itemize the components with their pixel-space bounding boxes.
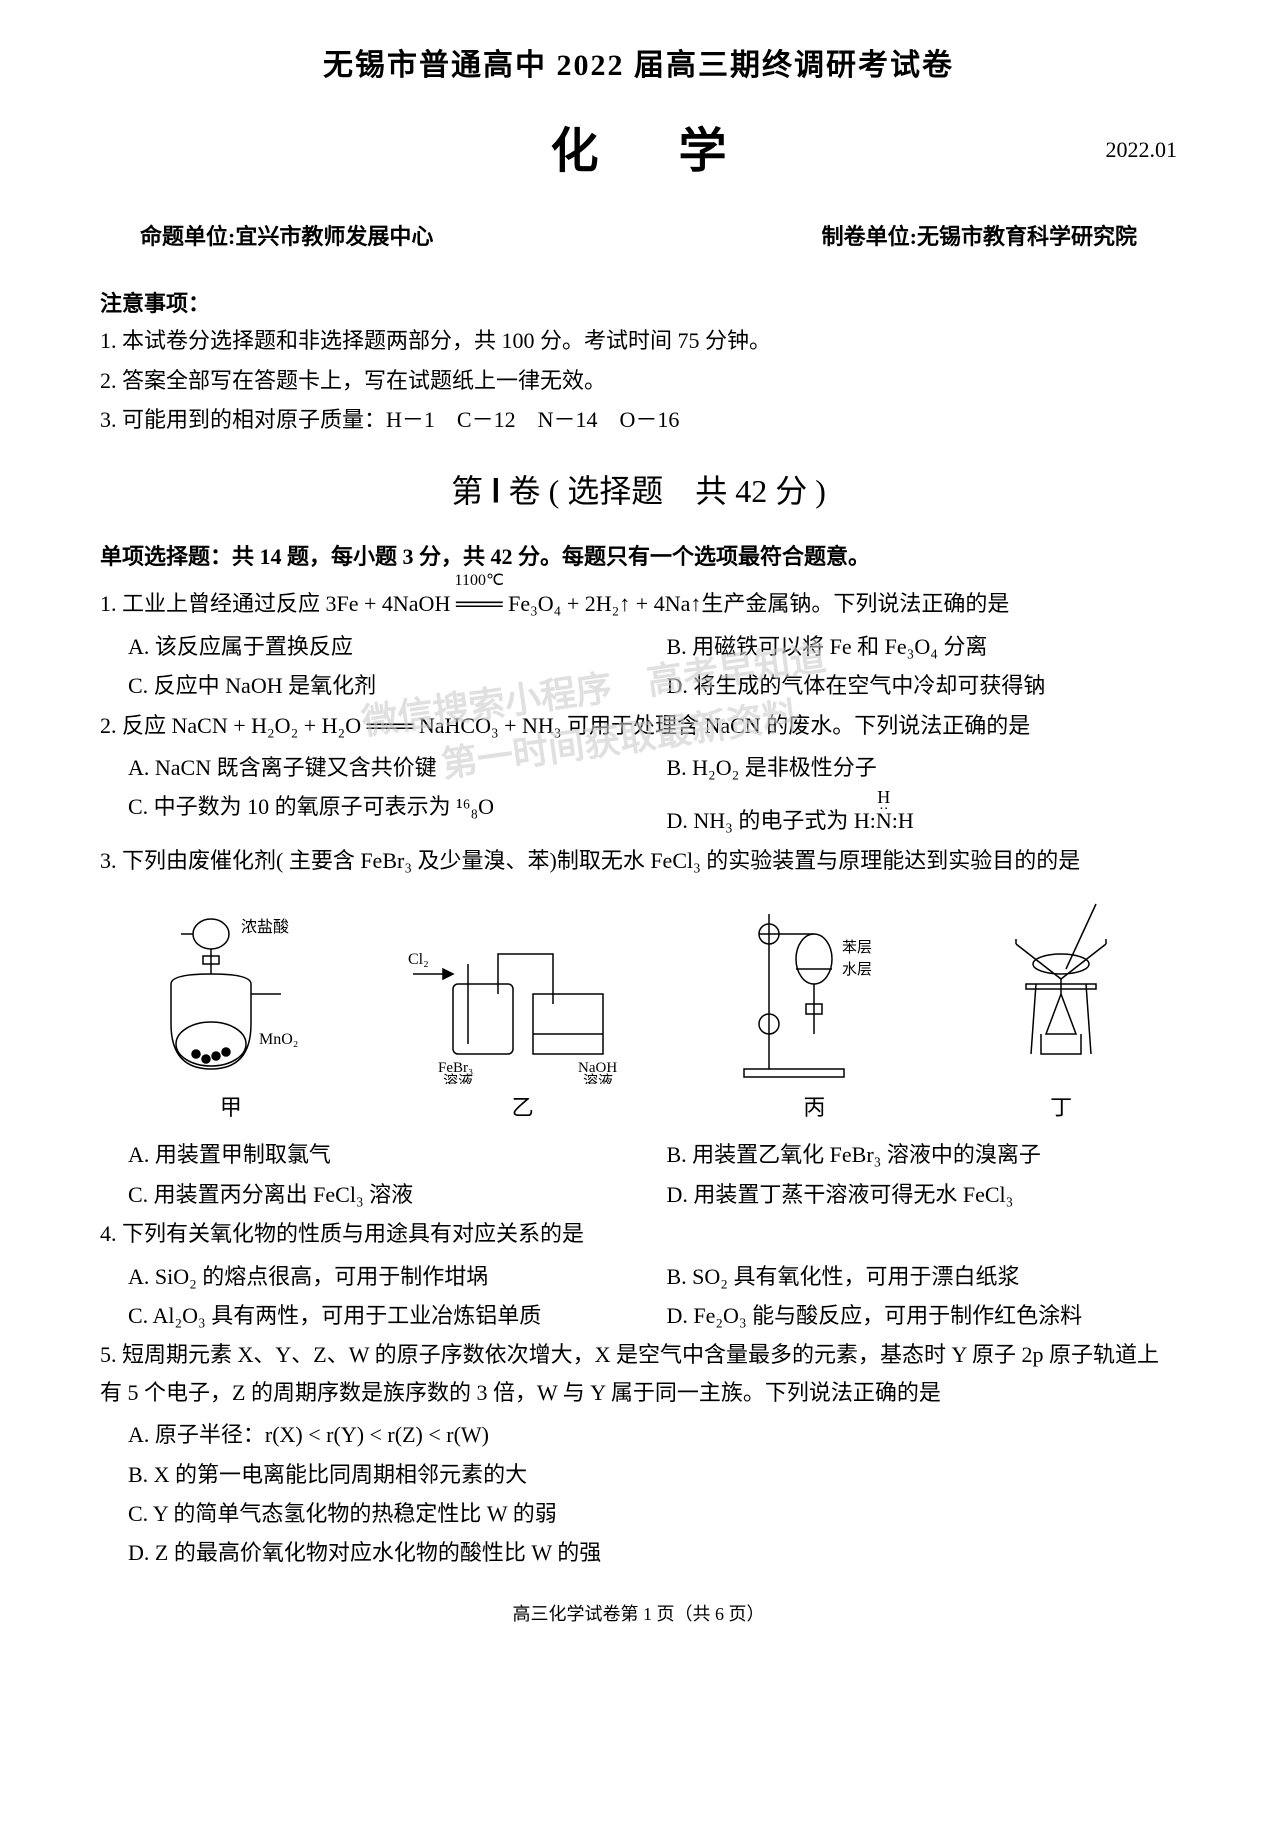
label-hcl: 浓盐酸 <box>241 918 289 936</box>
q4-optB: B. SO₂ 具有氧化性，可用于漂白纸浆 <box>639 1258 1178 1295</box>
label-bing: 丙 <box>724 1089 904 1126</box>
notice-item-2: 2. 答案全部写在答题卡上，写在试题纸上一律无效。 <box>100 362 1177 399</box>
q2-optC: C. 中子数为 10 的氧原子可表示为 ¹⁶₈O <box>100 788 639 839</box>
notice-title: 注意事项： <box>100 285 1177 322</box>
q1-stem-b: Fe₃O₄ + 2H₂↑ + 4Na↑生产金属钠。下列说法正确的是 <box>503 591 1010 616</box>
q2-optD-formula: H H:N:H ‥ <box>854 788 914 839</box>
q1-stem-a: 1. 工业上曾经通过反应 3Fe + 4NaOH <box>100 591 456 616</box>
section-title: 第 Ⅰ 卷 ( 选择题 共 42 分 ) <box>100 464 1177 518</box>
label-benzene: 苯层 <box>842 939 872 956</box>
q3-optA: A. 用装置甲制取氯气 <box>100 1136 639 1173</box>
instruction-text: 单项选择题：共 14 题，每小题 3 分，共 42 分。每题只有一个选项最符合题… <box>100 544 870 569</box>
subject-row: 化学 2022.01 <box>100 111 1177 193</box>
apparatus-yi-svg: Cl₂ FeBr₃ 溶液 NaOH 溶液 <box>403 924 643 1084</box>
notice-item-1: 1. 本试卷分选择题和非选择题两部分，共 100 分。考试时间 75 分钟。 <box>100 322 1177 359</box>
q5-optC: C. Y 的简单气态氢化物的热稳定性比 W 的弱 <box>100 1495 1177 1532</box>
apparatus-ding-svg <box>986 894 1136 1084</box>
svg-text:溶液: 溶液 <box>443 1073 473 1084</box>
label-jia: 甲 <box>141 1089 321 1126</box>
question-1: 1. 工业上曾经通过反应 3Fe + 4NaOH 1100℃═══ Fe₃O₄ … <box>100 585 1177 622</box>
section-paren: ( 选择题 共 42 分 ) <box>549 473 826 509</box>
diagram-yi: Cl₂ FeBr₃ 溶液 NaOH 溶液 乙 <box>403 924 643 1126</box>
label-ding: 丁 <box>986 1089 1136 1126</box>
page-footer: 高三化学试卷第 1 页（共 6 页） <box>100 1599 1177 1630</box>
subject: 化学 <box>470 125 806 178</box>
unit-left: 命题单位:宜兴市教师发展中心 <box>140 218 433 255</box>
q5-optD: D. Z 的最高价氧化物对应水化物的酸性比 W 的强 <box>100 1534 1177 1571</box>
label-water: 水层 <box>842 961 872 978</box>
instruction: 单项选择题：共 14 题，每小题 3 分，共 42 分。每题只有一个选项最符合题… <box>100 538 1177 575</box>
q1-options: A. 该反应属于置换反应 B. 用磁铁可以将 Fe 和 Fe₃O₄ 分离 C. … <box>100 628 1177 707</box>
q1-optB: B. 用磁铁可以将 Fe 和 Fe₃O₄ 分离 <box>639 628 1178 665</box>
q4-options: A. SiO₂ 的熔点很高，可用于制作坩埚 B. SO₂ 具有氧化性，可用于漂白… <box>100 1258 1177 1337</box>
section-roman: Ⅰ <box>491 473 500 509</box>
notice-item-3: 3. 可能用到的相对原子质量：H－1 C－12 N－14 O－16 <box>100 401 1177 438</box>
q1-optA: A. 该反应属于置换反应 <box>100 628 639 665</box>
units-row: 命题单位:宜兴市教师发展中心 制卷单位:无锡市教育科学研究院 <box>100 218 1177 255</box>
q3-optB: B. 用装置乙氧化 FeBr₃ 溶液中的溴离子 <box>639 1136 1178 1173</box>
question-4: 4. 下列有关氧化物的性质与用途具有对应关系的是 <box>100 1215 1177 1252</box>
exam-date: 2022.01 <box>1106 131 1178 168</box>
q4-optC: C. Al₂O₃ 具有两性，可用于工业冶炼铝单质 <box>100 1297 639 1334</box>
q2-optA: A. NaCN 既含离子键又含共价键 <box>100 749 639 786</box>
question-2: 2. 反应 NaCN + H₂O₂ + H₂O ═══ NaHCO₃ + NH₃… <box>100 707 1177 744</box>
q1-optC: C. 反应中 NaOH 是氧化剂 <box>100 667 639 704</box>
unit-right: 制卷单位:无锡市教育科学研究院 <box>822 218 1137 255</box>
q4-optD: D. Fe₂O₃ 能与酸反应，可用于制作红色涂料 <box>639 1297 1178 1334</box>
q5-options: A. 原子半径：r(X) < r(Y) < r(Z) < r(W) B. X 的… <box>100 1416 1177 1574</box>
diagram-bing: 苯层 水层 丙 <box>724 894 904 1126</box>
q5-optA: A. 原子半径：r(X) < r(Y) < r(Z) < r(W) <box>100 1416 1177 1453</box>
diagram-jia: 浓盐酸 MnO₂ 甲 <box>141 904 321 1126</box>
section-prefix: 第 <box>451 473 483 509</box>
q2-optD-a: D. NH₃ 的电子式为 <box>667 808 849 833</box>
q1-optD: D. 将生成的气体在空气中冷却可获得钠 <box>639 667 1178 704</box>
question-5: 5. 短周期元素 X、Y、Z、W 的原子序数依次增大，X 是空气中含量最多的元素… <box>100 1336 1177 1411</box>
q1-temp: 1100℃ <box>455 567 504 594</box>
page: 无锡市普通高中 2022 届高三期终调研考试卷 化学 2022.01 命题单位:… <box>100 40 1177 1629</box>
label-cl2: Cl₂ <box>408 951 429 968</box>
q1-arrow-line: ═══ <box>456 591 503 616</box>
apparatus-jia-svg: 浓盐酸 MnO₂ <box>141 904 321 1084</box>
apparatus-bing-svg: 苯层 水层 <box>724 894 904 1084</box>
q3-optC: C. 用装置丙分离出 FeCl₃ 溶液 <box>100 1176 639 1213</box>
question-3: 3. 下列由废催化剂( 主要含 FeBr₃ 及少量溴、苯)制取无水 FeCl₃ … <box>100 842 1177 879</box>
q2-optD: D. NH₃ 的电子式为 H H:N:H ‥ <box>639 788 1178 839</box>
label-yi: 乙 <box>403 1089 643 1126</box>
svg-text:溶液: 溶液 <box>583 1073 613 1084</box>
q1-arrow: 1100℃═══ <box>456 585 503 622</box>
section-suffix: 卷 <box>509 473 541 509</box>
q5-optB: B. X 的第一电离能比同周期相邻元素的大 <box>100 1456 1177 1493</box>
label-mno2: MnO₂ <box>259 1031 298 1048</box>
q3-diagrams: 浓盐酸 MnO₂ 甲 Cl₂ FeBr₃ 溶液 <box>100 894 1177 1126</box>
q2-options: A. NaCN 既含离子键又含共价键 B. H₂O₂ 是非极性分子 C. 中子数… <box>100 749 1177 842</box>
q3-options: A. 用装置甲制取氯气 B. 用装置乙氧化 FeBr₃ 溶液中的溴离子 C. 用… <box>100 1136 1177 1215</box>
exam-title: 无锡市普通高中 2022 届高三期终调研考试卷 <box>100 40 1177 91</box>
q3-optD: D. 用装置丁蒸干溶液可得无水 FeCl₃ <box>639 1176 1178 1213</box>
diagram-ding: 丁 <box>986 894 1136 1126</box>
q4-optA: A. SiO₂ 的熔点很高，可用于制作坩埚 <box>100 1258 639 1295</box>
q2-optB: B. H₂O₂ 是非极性分子 <box>639 749 1178 786</box>
